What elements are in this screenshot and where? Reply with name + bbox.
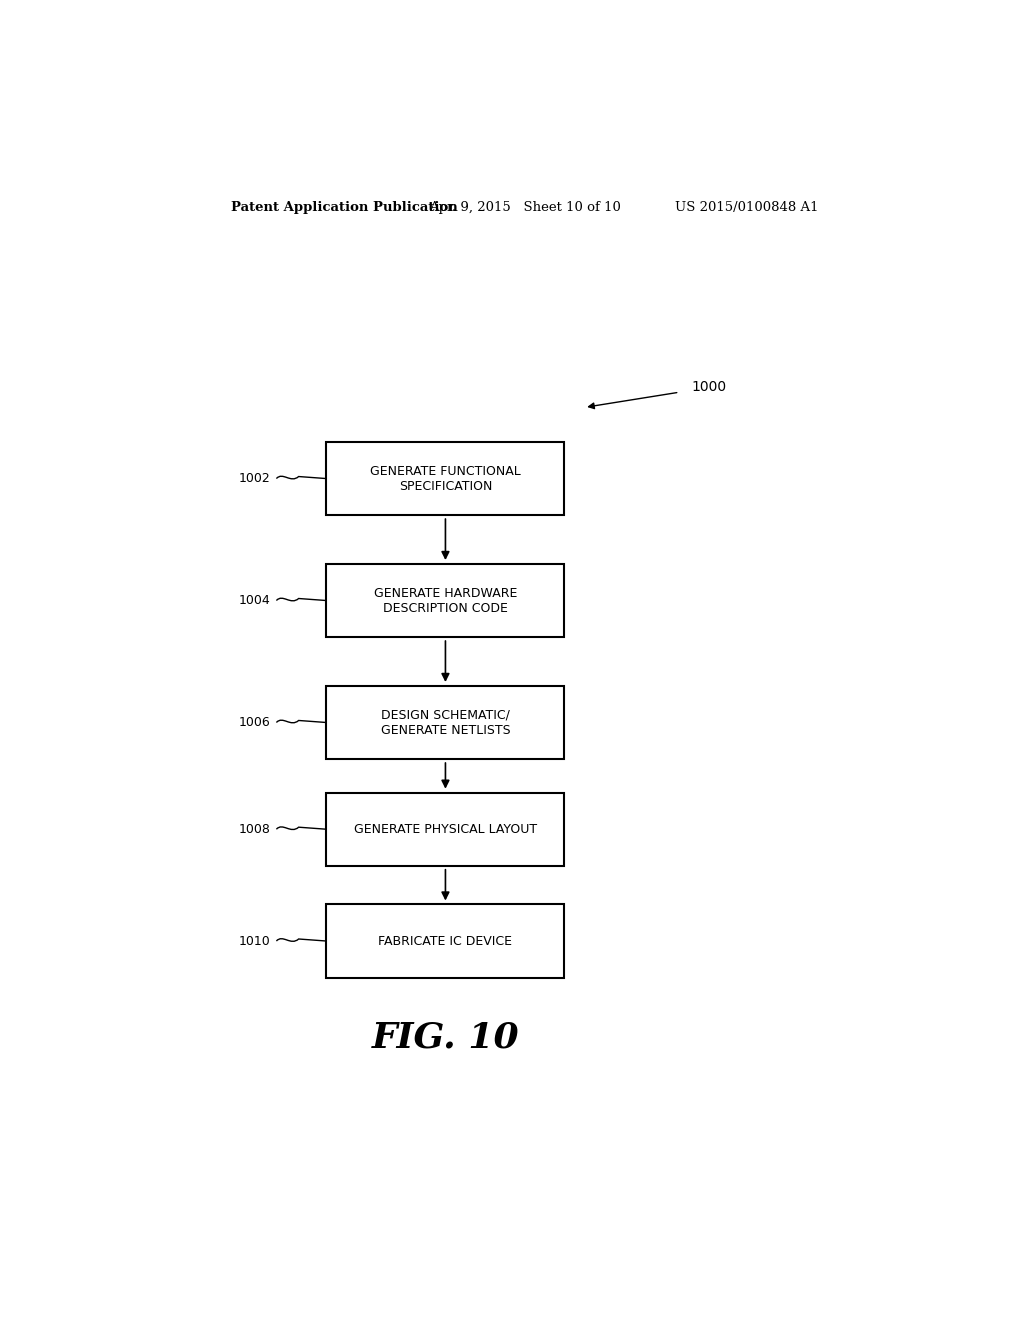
- Text: FIG. 10: FIG. 10: [372, 1020, 519, 1055]
- Text: GENERATE FUNCTIONAL
SPECIFICATION: GENERATE FUNCTIONAL SPECIFICATION: [370, 465, 521, 492]
- Bar: [327, 442, 564, 515]
- Text: GENERATE HARDWARE
DESCRIPTION CODE: GENERATE HARDWARE DESCRIPTION CODE: [374, 586, 517, 615]
- Bar: [327, 686, 564, 759]
- Text: Patent Application Publication: Patent Application Publication: [231, 201, 458, 214]
- Text: 1006: 1006: [239, 715, 270, 729]
- Text: 1008: 1008: [239, 822, 270, 836]
- Text: 1004: 1004: [239, 594, 270, 607]
- Text: 1002: 1002: [239, 473, 270, 484]
- Text: DESIGN SCHEMATIC/
GENERATE NETLISTS: DESIGN SCHEMATIC/ GENERATE NETLISTS: [381, 709, 510, 737]
- Text: Apr. 9, 2015   Sheet 10 of 10: Apr. 9, 2015 Sheet 10 of 10: [429, 201, 621, 214]
- Bar: [327, 904, 564, 978]
- Text: GENERATE PHYSICAL LAYOUT: GENERATE PHYSICAL LAYOUT: [354, 822, 537, 836]
- Bar: [327, 564, 564, 638]
- Bar: [327, 792, 564, 866]
- Text: 1000: 1000: [691, 380, 727, 395]
- Text: 1010: 1010: [239, 935, 270, 948]
- Text: US 2015/0100848 A1: US 2015/0100848 A1: [675, 201, 818, 214]
- Text: FABRICATE IC DEVICE: FABRICATE IC DEVICE: [379, 935, 512, 948]
